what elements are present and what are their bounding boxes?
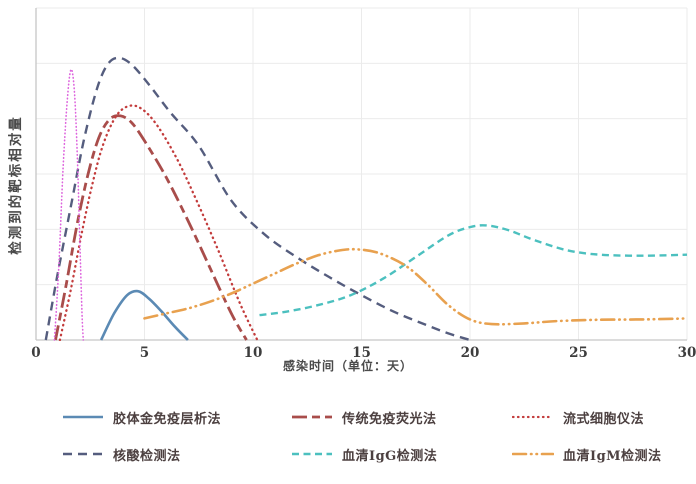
legend-item-nucleic_acid: 核酸检测法 <box>62 443 291 465</box>
legend-marker-immunofluorescence <box>292 415 332 419</box>
legend-item-flow_cytometry: 流式细胞仪法 <box>512 406 696 428</box>
x-tick-label: 25 <box>569 345 588 361</box>
legend-label: 传统免疫荧光法 <box>342 411 437 427</box>
plot-svg: 0 5 10 15 20 25 30 <box>31 7 696 361</box>
legend-marker-serum_igm <box>512 452 554 456</box>
legend-label: 核酸检测法 <box>113 448 181 464</box>
series-line-colloidal_gold <box>99 289 189 341</box>
x-tick-label: 5 <box>140 345 149 361</box>
legend-label: 胶体金免疫层析法 <box>113 411 222 427</box>
legend-item-serum_igm: 血清IgM检测法 <box>512 443 696 465</box>
legend-item-serum_igg: 血清IgG检测法 <box>291 443 512 465</box>
legend-item-colloidal_gold: 胶体金免疫层析法 <box>62 406 291 428</box>
series-line-nucleic_acid <box>44 56 471 341</box>
legend-marker-nucleic_acid <box>63 452 103 456</box>
x-tick-label: 30 <box>678 345 696 361</box>
series-line-serum_igm <box>143 247 689 326</box>
legend-label: 血清IgG检测法 <box>342 448 438 464</box>
legend-marker-colloidal_gold <box>63 415 103 419</box>
series-line-immunofluorescence <box>54 114 248 341</box>
series-line-serum_igg <box>259 224 688 317</box>
legend-marker-flow_cytometry <box>512 415 554 419</box>
legend-label: 流式细胞仪法 <box>563 411 645 427</box>
x-tick-label: 10 <box>244 345 263 361</box>
legend: 胶体金免疫层析法 传统免疫荧光法 流式细胞仪法核酸检测法 血清IgG检测法 血清IgM检… <box>62 406 696 465</box>
x-tick-label: 0 <box>31 345 40 361</box>
x-tick-label: 20 <box>461 345 480 361</box>
x-axis-label: 感染时间（单位：天） <box>282 359 413 373</box>
legend-label: 血清IgM检测法 <box>563 448 662 464</box>
legend-item-immunofluorescence: 传统免疫荧光法 <box>291 406 512 428</box>
series-line-flow_cytometry <box>58 104 259 341</box>
x-tick-label: 15 <box>352 345 371 361</box>
series-line-pink_spike <box>53 68 85 341</box>
legend-marker-serum_igg <box>292 452 332 456</box>
